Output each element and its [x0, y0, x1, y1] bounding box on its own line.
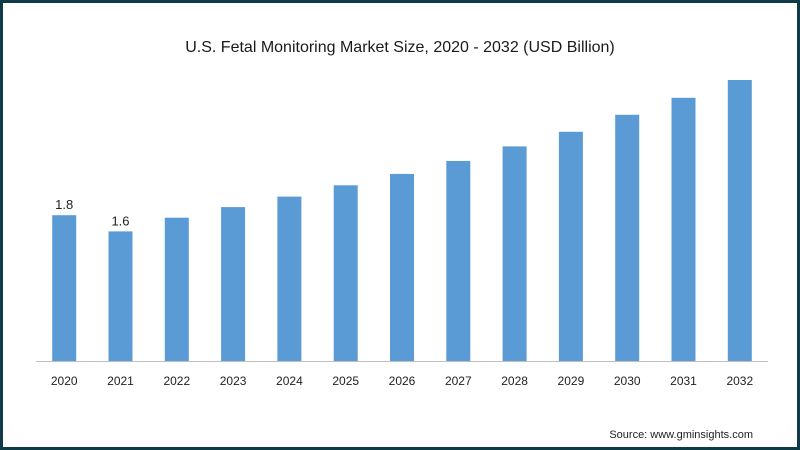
bar-2032	[727, 80, 752, 361]
x-tick-label-2032: 2032	[726, 374, 753, 388]
chart-title: U.S. Fetal Monitoring Market Size, 2020 …	[185, 39, 615, 56]
bar-2021	[108, 231, 133, 361]
x-tick-label-2021: 2021	[107, 374, 134, 388]
bar-2030	[615, 114, 640, 361]
x-tick-label-2028: 2028	[501, 374, 528, 388]
bar-2029	[558, 131, 583, 361]
data-label-2020: 1.8	[55, 197, 73, 212]
x-tick-label-2027: 2027	[445, 374, 472, 388]
bar-2020	[52, 215, 77, 361]
x-tick-label-2029: 2029	[558, 374, 585, 388]
bar-2024	[277, 196, 302, 361]
x-tick-label-2026: 2026	[389, 374, 416, 388]
bar-2027	[446, 161, 471, 361]
bar-2022	[164, 217, 189, 361]
x-tick-label-2020: 2020	[51, 374, 78, 388]
x-tick-label-2022: 2022	[163, 374, 190, 388]
bar-chart: 2020 1.8 2021 1.6 2022 2023 2024 2025 2026 2027 20…	[36, 80, 768, 388]
bar-2026	[390, 173, 414, 361]
source-note: Source: www.gminsights.com	[609, 429, 753, 441]
data-label-2021: 1.6	[111, 213, 129, 228]
x-tick-label-2030: 2030	[614, 374, 641, 388]
x-tick-label-2023: 2023	[220, 374, 247, 388]
x-tick-label-2031: 2031	[670, 374, 697, 388]
x-tick-label-2025: 2025	[332, 374, 359, 388]
x-tick-label-2024: 2024	[276, 374, 303, 388]
bar-2031	[671, 97, 696, 362]
bar-2023	[221, 207, 246, 361]
bar-2025	[333, 185, 358, 361]
bar-2028	[502, 146, 527, 361]
